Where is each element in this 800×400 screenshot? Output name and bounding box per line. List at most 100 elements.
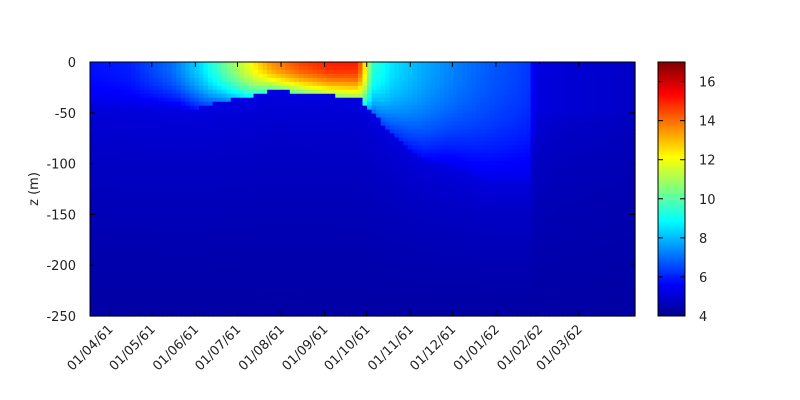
heatmap-cell (226, 149, 232, 154)
heatmap-cell (217, 81, 223, 87)
heatmap-cell (380, 113, 386, 119)
heatmap-cell (271, 212, 277, 218)
heatmap-cell (330, 276, 336, 281)
heatmap-cell (130, 73, 137, 79)
heatmap-cell (348, 280, 355, 285)
heatmap-cell (262, 77, 268, 83)
heatmap-cell (176, 296, 182, 301)
heatmap-cell (417, 93, 423, 99)
heatmap-cell (403, 141, 409, 146)
heatmap-cell (421, 93, 427, 99)
heatmap-cell (171, 121, 177, 127)
heatmap-cell (217, 304, 223, 309)
heatmap-cell (394, 196, 400, 202)
heatmap-cell (248, 173, 255, 178)
heatmap-cell (189, 185, 196, 190)
heatmap-cell (130, 161, 137, 166)
heatmap-cell (185, 284, 191, 289)
heatmap-cell (180, 292, 186, 297)
heatmap-cell (271, 252, 277, 258)
heatmap-cell (126, 308, 132, 313)
heatmap-cell (398, 300, 404, 305)
heatmap-cell (285, 125, 291, 131)
heatmap-cell (389, 181, 395, 186)
heatmap-cell (317, 280, 323, 285)
heatmap-cell (99, 212, 105, 218)
heatmap-cell (312, 129, 318, 135)
heatmap-cell (90, 165, 96, 170)
heatmap-cell (167, 145, 173, 150)
heatmap-cell (126, 236, 132, 242)
heatmap-cell (194, 208, 200, 214)
heatmap-cell (130, 272, 137, 277)
heatmap-cell (203, 252, 209, 258)
heatmap-cell (271, 224, 277, 230)
heatmap-cell (121, 232, 127, 238)
heatmap-cell (230, 216, 236, 222)
heatmap-cell (126, 216, 132, 222)
heatmap-cell (203, 240, 209, 246)
heatmap-cell (180, 149, 186, 154)
heatmap-cell (189, 165, 196, 170)
heatmap-cell (317, 89, 323, 95)
heatmap-cell (117, 69, 123, 75)
heatmap-cell (126, 125, 132, 131)
heatmap-cell (335, 69, 341, 75)
heatmap-cell (280, 129, 286, 135)
heatmap-cell (248, 145, 255, 150)
heatmap-cell (203, 89, 209, 95)
heatmap-cell (117, 125, 123, 131)
heatmap-cell (385, 224, 391, 230)
heatmap-cell (362, 113, 368, 119)
heatmap-cell (353, 280, 359, 285)
heatmap-cell (235, 181, 241, 186)
heatmap-cell (253, 77, 259, 83)
heatmap-cell (217, 192, 223, 198)
heatmap-cell (403, 73, 409, 79)
heatmap-cell (180, 101, 186, 107)
heatmap-cell (185, 65, 191, 71)
heatmap-cell (326, 173, 332, 178)
heatmap-cell (226, 177, 232, 182)
heatmap-cell (162, 121, 168, 127)
heatmap-cell (235, 272, 241, 277)
heatmap-cell (199, 296, 205, 301)
heatmap-cell (371, 113, 377, 119)
heatmap-cell (121, 161, 127, 166)
heatmap-cell (348, 228, 355, 234)
heatmap-cell (185, 236, 191, 242)
heatmap-cell (199, 244, 205, 250)
heatmap-cell (108, 264, 114, 269)
heatmap-cell (303, 236, 309, 242)
heatmap-cell (412, 145, 418, 150)
heatmap-cell (394, 304, 400, 309)
heatmap-cell (367, 192, 373, 198)
heatmap-cell (90, 181, 96, 186)
heatmap-cell (108, 181, 114, 186)
heatmap-cell (176, 133, 182, 139)
heatmap-cell (199, 77, 205, 83)
heatmap-cell (189, 216, 196, 222)
heatmap-cell (94, 284, 100, 289)
heatmap-cell (248, 93, 255, 99)
heatmap-cell (162, 204, 168, 210)
heatmap-cell (126, 256, 132, 262)
heatmap-cell (394, 192, 400, 198)
heatmap-cell (258, 232, 264, 238)
heatmap-cell (212, 161, 218, 166)
heatmap-cell (176, 192, 182, 198)
heatmap-cell (294, 125, 300, 131)
heatmap-cell (435, 65, 441, 71)
heatmap-cell (426, 62, 432, 67)
heatmap-cell (380, 248, 386, 254)
heatmap-cell (312, 216, 318, 222)
heatmap-cell (112, 228, 118, 234)
heatmap-cell (176, 105, 182, 111)
heatmap-cell (348, 232, 355, 238)
heatmap-cell (367, 292, 373, 297)
heatmap-cell (398, 236, 404, 242)
heatmap-cell (298, 288, 305, 293)
heatmap-cell (258, 220, 264, 226)
heatmap-cell (357, 260, 364, 266)
heatmap-cell (380, 181, 386, 186)
